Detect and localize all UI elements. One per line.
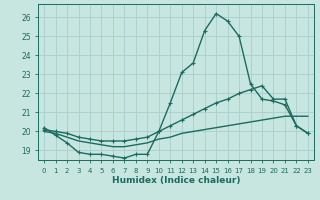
X-axis label: Humidex (Indice chaleur): Humidex (Indice chaleur) bbox=[112, 176, 240, 185]
